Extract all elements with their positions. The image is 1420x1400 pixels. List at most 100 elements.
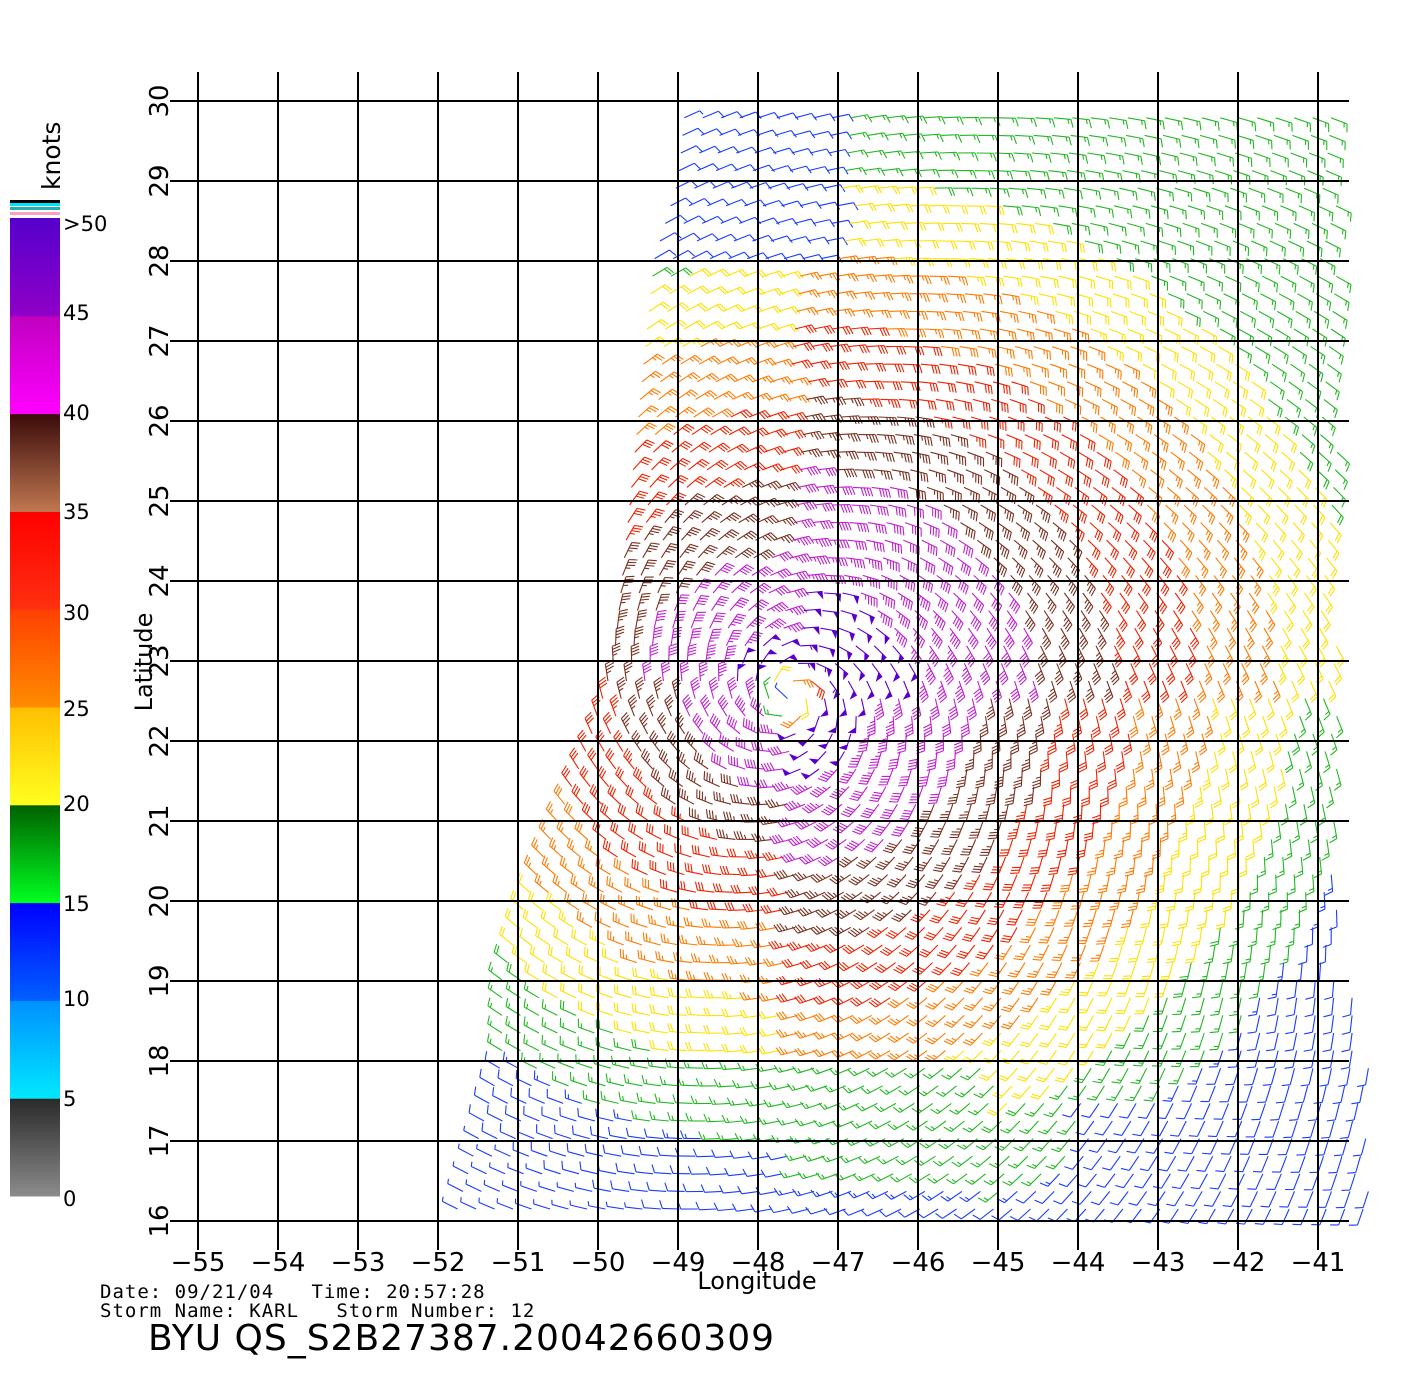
wind-barb: [868, 1032, 891, 1043]
wind-barb: [1227, 1050, 1242, 1068]
wind-barb: [1181, 1085, 1198, 1102]
wind-barb: [1013, 768, 1023, 790]
wind-barb: [749, 939, 772, 949]
colorbar-tick-label: >50: [63, 212, 107, 236]
wind-barb: [1144, 134, 1163, 148]
wind-barb: [882, 381, 903, 391]
wind-barb: [677, 560, 696, 576]
wind-barb: [1243, 275, 1260, 293]
wind-barb: [1159, 680, 1170, 703]
wind-barb: [886, 221, 909, 231]
wind-barb: [1261, 469, 1275, 490]
wind-barb: [822, 610, 840, 621]
wind-barb: [1190, 1015, 1205, 1033]
wind-barb: [781, 768, 801, 776]
wind-barb: [1293, 328, 1310, 347]
wind-barb: [636, 592, 651, 611]
lat-lon-grid: [170, 72, 1349, 1250]
wind-barb: [1119, 592, 1131, 615]
wind-barb: [1138, 398, 1155, 417]
wind-barb: [682, 1183, 704, 1193]
wind-barb: [766, 887, 789, 897]
wind-barb: [829, 1190, 852, 1198]
wind-barb: [607, 930, 624, 946]
wind-barb: [1086, 856, 1099, 876]
wind-barb: [932, 610, 946, 631]
wind-barb: [627, 507, 646, 523]
wind-barb: [923, 522, 940, 538]
wind-barb: [982, 979, 1002, 995]
wind-barb: [654, 423, 676, 436]
wind-barb: [792, 535, 815, 546]
wind-barb: [523, 980, 540, 999]
wind-barb: [871, 1173, 894, 1182]
wind-barb: [1300, 1068, 1314, 1087]
wind-barb: [956, 768, 968, 789]
wind-barb: [818, 960, 841, 971]
wind-barb: [1066, 1208, 1087, 1223]
wind-barb: [1039, 469, 1055, 487]
wind-barb: [748, 599, 770, 612]
wind-barb: [1254, 962, 1266, 982]
wind-barb: [1265, 1032, 1279, 1052]
wind-barb: [913, 434, 933, 447]
wind-barb: [589, 783, 603, 805]
wind-barb: [1122, 557, 1136, 579]
wind-barb: [992, 240, 1013, 252]
wind-barb: [756, 129, 779, 138]
wind-barb: [968, 821, 984, 839]
wind-barb: [1058, 997, 1076, 1014]
wind-barb: [910, 645, 922, 667]
wind-barb: [789, 235, 812, 244]
wind-barb: [1154, 980, 1169, 998]
wind-barb: [930, 821, 947, 838]
wind-barb: [579, 1161, 598, 1175]
wind-barb: [1158, 1155, 1177, 1172]
wind-barb: [972, 733, 982, 755]
wind-barb: [1329, 821, 1338, 844]
wind-barb: [775, 1010, 798, 1021]
wind-barb: [1031, 363, 1049, 378]
wind-barb: [939, 151, 961, 161]
wind-barb: [791, 924, 814, 934]
wind-barb: [816, 662, 833, 678]
wind-barb: [631, 1021, 650, 1034]
wind-barb: [1129, 486, 1145, 507]
wind-barb: [695, 390, 718, 400]
wind-barb: [1189, 627, 1200, 650]
wind-barb: [949, 627, 961, 650]
wind-barb: [923, 927, 944, 941]
wind-barb: [1182, 328, 1199, 345]
wind-barb: [1292, 134, 1310, 150]
wind-barb: [547, 945, 564, 964]
wind-barb: [1019, 1015, 1039, 1030]
wind-barb: [631, 1038, 650, 1052]
wind-barb: [1283, 610, 1294, 633]
wind-barb: [612, 912, 630, 928]
wind-barb: [1057, 645, 1067, 668]
wind-barb: [943, 1120, 965, 1133]
wind-barb: [1037, 645, 1049, 668]
wind-barb: [1299, 275, 1315, 293]
wind-barb: [767, 411, 790, 421]
wind-barb: [1249, 874, 1259, 896]
wind-barb: [874, 698, 885, 721]
wind-barb: [876, 434, 897, 445]
wind-barb: [916, 1085, 939, 1097]
wind-barb: [1035, 117, 1056, 128]
wind-barb: [719, 128, 742, 136]
wind-barb: [687, 285, 710, 295]
wind-barb: [1282, 258, 1299, 275]
wind-barb: [1203, 1191, 1222, 1207]
wind-barb: [1187, 645, 1197, 668]
wind-barb: [1009, 856, 1025, 874]
wind-barb: [1078, 874, 1092, 893]
wind-barb: [726, 676, 738, 699]
wind-barb: [671, 676, 682, 699]
wind-barb: [1074, 486, 1090, 506]
wind-barb: [1133, 1032, 1150, 1050]
wind-barb: [722, 304, 745, 313]
wind-barb: [1017, 504, 1033, 523]
wind-barb: [921, 1190, 944, 1202]
wind-barb: [867, 874, 889, 887]
